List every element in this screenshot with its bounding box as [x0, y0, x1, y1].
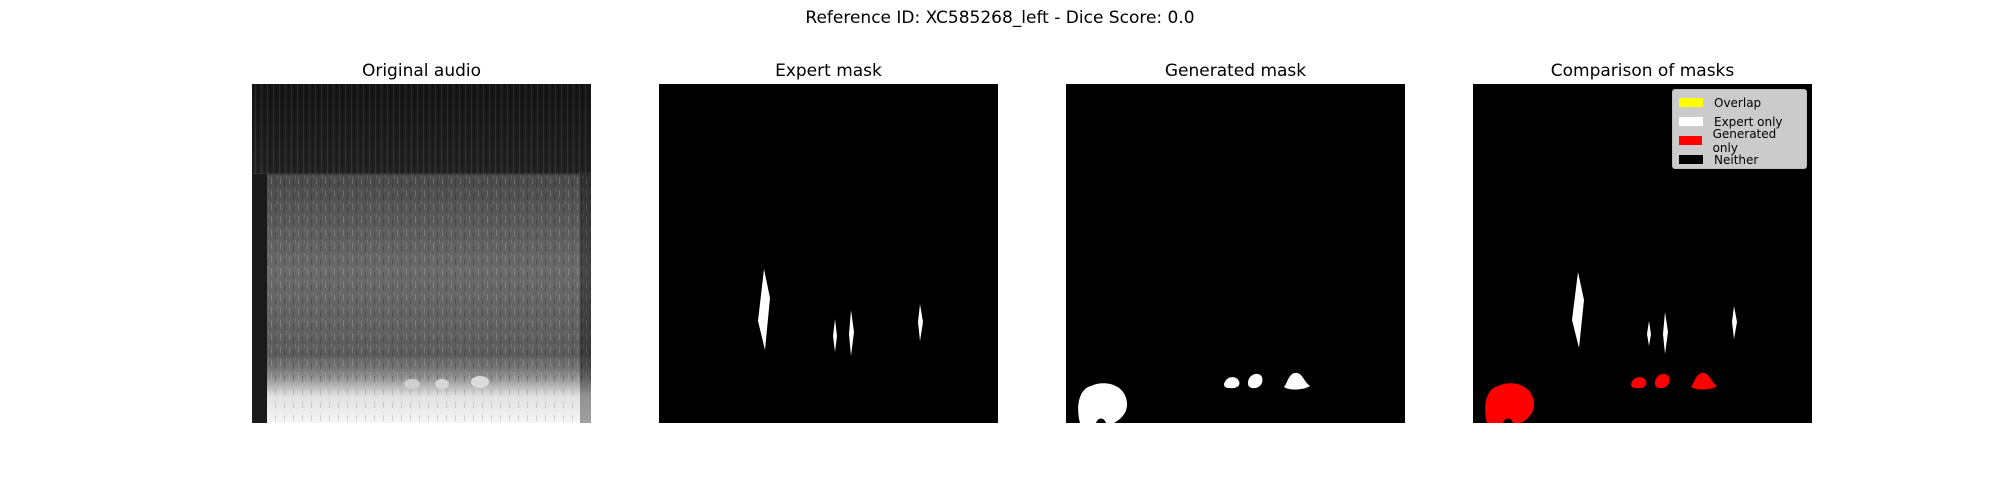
legend-item-expert-only: Expert only	[1679, 112, 1800, 131]
generated-segment	[1224, 377, 1240, 389]
expert-segment	[849, 310, 854, 356]
panel-comparison: Comparison of masks Overlap Expert only	[1473, 58, 1812, 423]
generated-only-segment	[1691, 372, 1717, 390]
panel-title-expert: Expert mask	[775, 61, 882, 81]
comparison-mask-image: Overlap Expert only Generated only Neith…	[1473, 84, 1812, 423]
expert-mask-image	[659, 84, 998, 423]
generated-only-segment	[1631, 377, 1647, 389]
panel-title-original: Original audio	[361, 61, 482, 81]
expert-only-segment	[1732, 306, 1737, 339]
spectrogram-graphic	[252, 84, 591, 423]
generated-segment	[1284, 372, 1310, 390]
legend: Overlap Expert only Generated only Neith…	[1672, 89, 1807, 169]
legend-label: Overlap	[1714, 95, 1762, 110]
generated-only-segment	[1485, 383, 1535, 423]
generated-segment	[1078, 383, 1128, 423]
legend-swatch	[1679, 117, 1703, 126]
legend-item-overlap: Overlap	[1679, 93, 1800, 112]
panel-generated-mask: Generated mask	[1066, 58, 1405, 423]
expert-only-segment	[1647, 321, 1651, 346]
generated-only-segment	[1655, 373, 1670, 389]
legend-swatch	[1679, 98, 1703, 107]
panel-expert-mask: Expert mask	[659, 58, 998, 423]
legend-label: Neither	[1714, 152, 1759, 167]
expert-segment	[758, 269, 770, 350]
legend-item-generated-only: Generated only	[1679, 127, 1800, 155]
legend-item-neither: Neither	[1679, 150, 1800, 169]
expert-only-segment	[1663, 312, 1668, 354]
panel-original-audio: Original audio	[252, 58, 591, 423]
figure-title: Reference ID: XC585268_left - Dice Score…	[805, 8, 1195, 28]
generated-mask-image	[1066, 84, 1405, 423]
expert-segment	[833, 319, 837, 352]
generated-segment	[1248, 373, 1263, 389]
legend-label: Expert only	[1714, 114, 1783, 129]
legend-swatch	[1679, 136, 1702, 145]
expert-segment	[918, 304, 923, 341]
legend-swatch	[1679, 155, 1703, 164]
panel-title-generated: Generated mask	[1164, 61, 1307, 81]
spectrogram-image	[252, 84, 591, 423]
legend-label: Generated only	[1712, 126, 1777, 155]
panel-title-comparison: Comparison of masks	[1550, 61, 1735, 81]
expert-only-segment	[1572, 272, 1584, 348]
